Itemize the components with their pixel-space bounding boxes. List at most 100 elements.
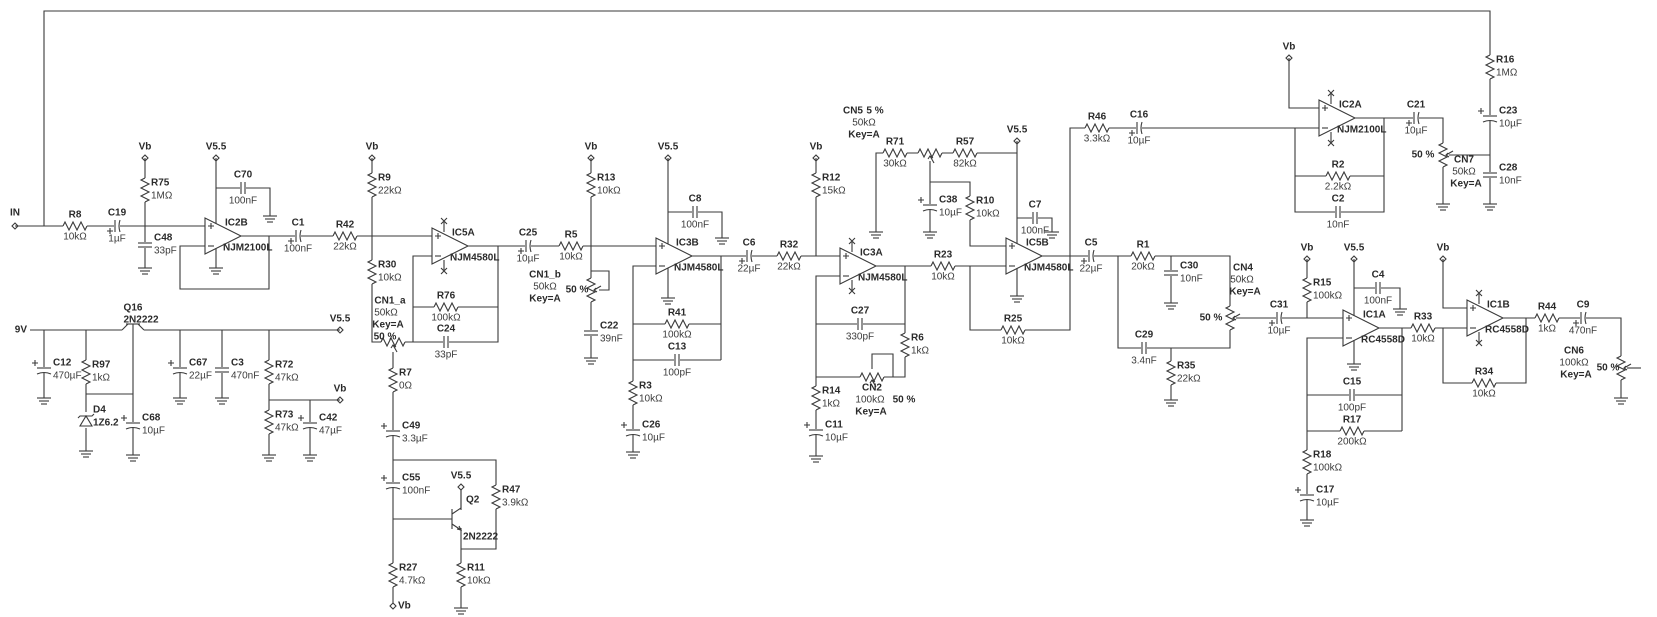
v55-rail-label: V5.5 xyxy=(206,142,227,153)
capacitor-C29 xyxy=(1141,341,1147,355)
capacitor-C8 xyxy=(692,205,698,219)
polarity-plus-icon xyxy=(1406,120,1412,126)
power-terminal-icon xyxy=(1439,255,1447,263)
resistor-R42 xyxy=(332,230,358,242)
ground-icon xyxy=(661,297,675,305)
potentiometer-CN4-wiper-icon xyxy=(1232,313,1241,321)
ground-icon xyxy=(1010,295,1024,303)
wire xyxy=(1294,118,1385,213)
polarity-plus-icon xyxy=(1346,315,1352,321)
component-value-label: 50kΩ xyxy=(374,308,398,319)
component-value-label: 10nF xyxy=(1327,220,1350,231)
component-value-label: 22µF xyxy=(189,371,212,382)
component-value-label: 100kΩ xyxy=(1313,463,1343,474)
component-ref-label: R44 xyxy=(1538,302,1557,313)
resistor-R34 xyxy=(1471,377,1497,389)
component-ref-label: R13 xyxy=(597,173,616,184)
component-ref-label: C16 xyxy=(1130,110,1149,121)
pot-key-label: Key=A xyxy=(848,130,879,141)
component-ref-label: CN1_b xyxy=(529,270,561,281)
no-connect-icon xyxy=(440,267,448,275)
component-value-label: 1kΩ xyxy=(92,373,111,384)
wire xyxy=(216,187,271,216)
opamp-ref-label: IC3B xyxy=(676,238,699,249)
component-value-label: 10kΩ xyxy=(63,232,87,243)
component-value-label: 100kΩ xyxy=(855,395,885,406)
wire xyxy=(1354,287,1401,309)
capacitor-C17 xyxy=(1295,487,1315,502)
pot-setting-label: 50 % xyxy=(374,332,397,343)
polarity-plus-icon xyxy=(621,422,627,428)
component-value-label: 22kΩ xyxy=(1177,374,1201,385)
ground-icon xyxy=(1164,302,1178,310)
ground-icon xyxy=(262,454,276,462)
component-value-label: 10kΩ xyxy=(597,186,621,197)
component-value-label: 100nF xyxy=(1021,226,1049,237)
polarity-plus-icon xyxy=(804,422,810,428)
power-terminal-icon xyxy=(1350,255,1358,263)
component-value-label: 15kΩ xyxy=(822,186,846,197)
labels: R8 10kΩ R42 22kΩ R76 100kΩ R5 10kΩ R41 100kΩ R32 22… xyxy=(10,42,1620,612)
opamp-IC3B xyxy=(655,237,694,275)
component-value-label: 100kΩ xyxy=(662,330,692,341)
wire xyxy=(1288,58,1319,109)
opamp-part-label: NJM4580L xyxy=(1024,263,1073,274)
resistor-R72 xyxy=(263,359,275,385)
v55-rail-label: V5.5 xyxy=(1344,243,1365,254)
component-value-label: 22µF xyxy=(1080,264,1103,275)
opamp-ref-label: IC5A xyxy=(452,228,475,239)
capacitor-C15 xyxy=(1349,388,1355,402)
vb-rail-label: Vb xyxy=(810,142,823,153)
capacitor-C28 xyxy=(1483,172,1497,178)
component-value-label: 47kΩ xyxy=(275,373,299,384)
transistor-Q2 xyxy=(451,490,463,531)
component-value-label: 470nF xyxy=(1569,326,1597,337)
component-value-label: 1kΩ xyxy=(1538,324,1557,335)
v55-rail-label: V5.5 xyxy=(1007,125,1028,136)
component-ref-label: C24 xyxy=(437,324,456,335)
capacitor-C16 xyxy=(1129,121,1143,136)
pot-setting-label: 50 % xyxy=(1412,150,1435,161)
component-ref-label: R3 xyxy=(639,381,652,392)
component-ref-label: R9 xyxy=(378,173,391,184)
wire xyxy=(1355,117,1444,204)
ground-icon xyxy=(1045,231,1059,239)
polarity-plus-icon xyxy=(32,360,38,366)
wire xyxy=(1042,255,1231,349)
component-value-label: 10µF xyxy=(1128,136,1151,147)
transistor-part-label: 2N2222 xyxy=(123,315,158,326)
capacitor-C23 xyxy=(1478,108,1498,123)
component-ref-label: C31 xyxy=(1270,300,1289,311)
wire xyxy=(137,323,145,331)
component-value-label: 4.7kΩ xyxy=(399,576,426,587)
capacitor-C24 xyxy=(443,335,449,349)
polarity-plus-icon xyxy=(107,228,113,234)
component-value-label: 2.2kΩ xyxy=(1325,182,1352,193)
wire xyxy=(816,266,906,378)
component-ref-label: C17 xyxy=(1316,485,1335,496)
vb-rail-label: Vb xyxy=(366,142,379,153)
component-ref-label: CN2 xyxy=(862,383,882,394)
component-ref-label: C7 xyxy=(1029,200,1042,211)
power-terminal-icon xyxy=(812,154,820,162)
component-ref-label: C2 xyxy=(1332,194,1345,205)
polarity-plus-icon xyxy=(208,223,214,229)
component-ref-label: C9 xyxy=(1577,300,1590,311)
polarity-plus-icon xyxy=(381,423,387,429)
polarity-plus-icon xyxy=(435,233,441,239)
resistor-R46 xyxy=(1084,122,1110,134)
component-value-label: 10µF xyxy=(642,433,665,444)
component-value-label: 22µF xyxy=(738,264,761,275)
component-value-label: 50kΩ xyxy=(1230,275,1254,286)
component-ref-label: C29 xyxy=(1135,330,1154,341)
component-ref-label: R15 xyxy=(1313,278,1332,289)
ground-icon xyxy=(37,397,51,405)
polarity-plus-icon xyxy=(1470,305,1476,311)
resistor-R2 xyxy=(1325,170,1351,182)
component-value-label: 47µF xyxy=(319,426,342,437)
pot-setting-label: 50 % xyxy=(566,285,589,296)
power-terminal-icon xyxy=(368,154,376,162)
component-ref-label: CN6 xyxy=(1564,346,1584,357)
potentiometer-CN1_b-wiper-icon xyxy=(593,285,602,293)
ground-icon xyxy=(79,450,93,458)
